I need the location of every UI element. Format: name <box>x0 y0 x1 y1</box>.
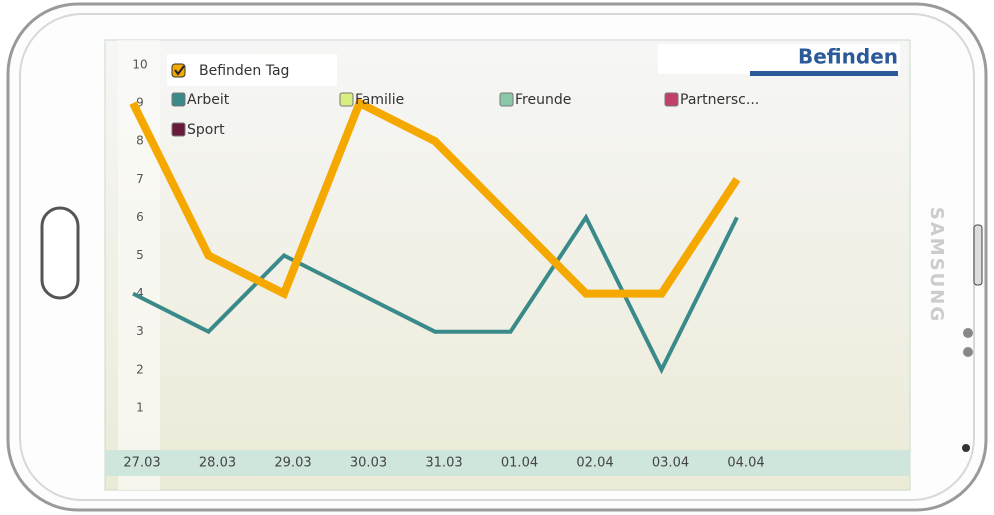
legend-label: Sport <box>187 122 225 138</box>
x-tick-label: 27.03 <box>123 456 160 471</box>
legend-check <box>174 65 185 76</box>
data-line <box>132 213 739 375</box>
sensor <box>963 347 973 357</box>
y-tick-label: 5 <box>136 248 144 262</box>
x-tick-label: 03.04 <box>652 456 689 471</box>
legend-label: Partnersc... <box>680 92 759 108</box>
y-tick-label: 4 <box>136 286 144 300</box>
legend-checkbox[interactable] <box>171 63 186 78</box>
speaker <box>973 224 983 286</box>
home-button[interactable] <box>40 206 80 300</box>
x-tick-label: 31.03 <box>425 456 462 471</box>
legend-swatch <box>171 122 186 137</box>
legend-label: Freunde <box>515 92 571 108</box>
x-tick-label: 04.04 <box>727 456 764 471</box>
y-tick-label: 1 <box>136 400 144 414</box>
y-tick-label: 7 <box>136 172 144 186</box>
x-tick-label: 01.04 <box>501 456 538 471</box>
x-tick-label: 30.03 <box>350 456 387 471</box>
title-underline <box>750 71 898 76</box>
legend-label: Familie <box>355 92 404 108</box>
y-tick-label: 9 <box>136 96 144 110</box>
legend-swatch <box>171 92 186 107</box>
chart-title: Befinden <box>798 45 898 69</box>
legend-swatch <box>499 92 514 107</box>
legend-label: Befinden Tag <box>199 63 289 79</box>
x-tick-label: 28.03 <box>199 456 236 471</box>
screen <box>104 39 911 491</box>
x-axis-band <box>105 450 910 476</box>
y-tick-label: 8 <box>136 134 144 148</box>
x-tick-label: 29.03 <box>274 456 311 471</box>
x-tick-label: 02.04 <box>576 456 613 471</box>
legend-swatch <box>339 92 354 107</box>
y-tick-label: 10 <box>132 58 147 72</box>
legend-label: Arbeit <box>187 92 230 108</box>
legend-swatch <box>664 92 679 107</box>
sensor <box>963 328 973 338</box>
brand-logo: SAMSUNG <box>926 207 947 323</box>
y-tick-label: 2 <box>136 362 144 376</box>
legend-box <box>167 54 337 86</box>
y-tick-label: 3 <box>136 324 144 338</box>
camera <box>962 444 970 452</box>
y-tick-label: 6 <box>136 210 144 224</box>
data-line <box>129 97 741 300</box>
title-box <box>658 44 900 74</box>
